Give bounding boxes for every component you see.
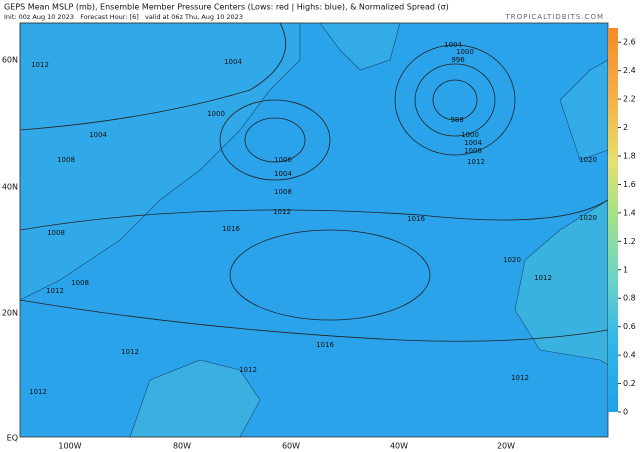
isobar-label: 1020: [579, 214, 597, 222]
isobar-label: 1012: [534, 274, 552, 282]
colorbar-tick-label: 1.6: [623, 180, 636, 189]
lon-label: 80W: [173, 442, 191, 451]
isobar: [19, 22, 287, 131]
isobar-label: 1016: [316, 341, 334, 349]
isobar-label: 1000: [456, 48, 474, 56]
lat-label: 60N: [2, 56, 18, 65]
colorbar-tick-label: 2.4: [623, 66, 636, 75]
colorbar-tick-label: 1: [623, 265, 628, 274]
isobar-label: 1008: [71, 279, 89, 287]
isobar-label: 1000: [461, 131, 479, 139]
lon-label: 60W: [282, 442, 300, 451]
isobar-label: 1004: [224, 58, 242, 66]
isobar-label: 1020: [579, 156, 597, 164]
africa: [514, 199, 609, 366]
isobar-label: 1008: [274, 188, 292, 196]
isobar-label: 1012: [46, 287, 64, 295]
colorbar: [608, 28, 618, 412]
colorbar-tick-label: 0: [623, 408, 628, 417]
lon-label: 40W: [390, 442, 408, 451]
isobar-label: 1016: [222, 225, 240, 233]
isobar-label: 1012: [121, 348, 139, 356]
isobar: [414, 63, 496, 137]
isobar-label: 996: [451, 56, 465, 64]
isobar-label: 1008: [47, 229, 65, 237]
isobar-label: 1004: [89, 131, 107, 139]
isobar-label: 1012: [273, 208, 291, 216]
isobar-label: 1008: [464, 147, 482, 155]
lon-label: 100W: [58, 442, 81, 451]
isobar-label: 1012: [31, 61, 49, 69]
colorbar-tick-label: 0.2: [623, 379, 636, 388]
colorbar-tick-label: 2.6: [623, 38, 636, 47]
isobar-label: 1000: [207, 110, 225, 118]
lon-label: 20W: [497, 442, 515, 451]
isobar-label: 1004: [274, 170, 292, 178]
colorbar-tick-label: 0.4: [623, 351, 636, 360]
colorbar-tick-label: 2: [623, 123, 628, 132]
lat-label: EQ: [7, 434, 18, 443]
colorbar-tick-label: 1.2: [623, 237, 636, 246]
isobar: [244, 117, 306, 163]
isobar-label: 1004: [444, 41, 462, 49]
isobar: [432, 79, 478, 121]
colorbar-tick-label: 2.2: [623, 95, 636, 104]
isobar: [229, 229, 431, 321]
isobar-label: 1012: [467, 158, 485, 166]
colorbar-tick-label: 1.8: [623, 152, 636, 161]
isobar-label: 1012: [29, 388, 47, 396]
lat-label: 20N: [2, 309, 18, 318]
isobar: [19, 299, 609, 342]
subtitle: Init: 00z Aug 10 2023 Forecast Hour: [6]…: [4, 13, 243, 21]
isobar-label: 1004: [464, 139, 482, 147]
isobar-label: 988: [450, 116, 463, 124]
isobar-label: 1016: [407, 215, 425, 223]
isobar: [19, 199, 609, 231]
isobar-label: 1012: [239, 366, 257, 374]
isobar-label: 1020: [503, 256, 521, 264]
isobar-label: 1000: [274, 156, 292, 164]
colorbar-tick-label: 0.6: [623, 322, 636, 331]
title: GEPS Mean MSLP (mb), Ensemble Member Pre…: [4, 3, 449, 12]
isobar-label: 1012: [511, 374, 529, 382]
watermark: TROPICALTIDBITS.COM: [504, 13, 604, 21]
isobar-label: 1008: [57, 156, 75, 164]
isobar: [394, 44, 516, 156]
map: [19, 22, 609, 438]
isobar: [219, 99, 331, 181]
north-america: [19, 22, 301, 301]
lat-label: 40N: [2, 183, 18, 192]
colorbar-tick-label: 1.4: [623, 208, 636, 217]
colorbar-tick-label: 0.8: [623, 294, 636, 303]
